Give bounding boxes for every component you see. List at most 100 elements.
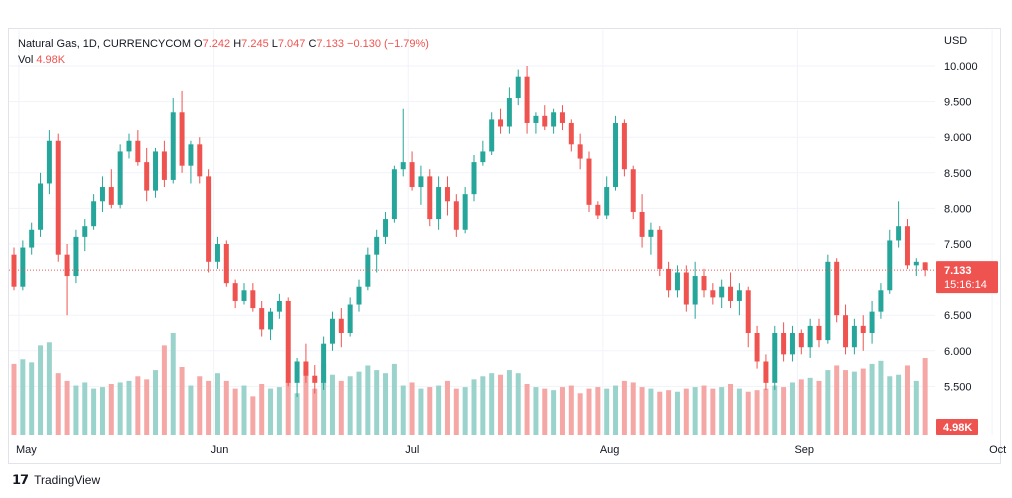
volume-bar <box>38 345 44 435</box>
candle-body <box>241 290 247 301</box>
candle-body <box>878 290 884 312</box>
volume-bar <box>657 391 663 435</box>
volume-bar <box>29 362 35 435</box>
low-value: 7.047 <box>277 38 306 50</box>
volume-bar <box>197 376 203 435</box>
volume-bar <box>621 380 627 435</box>
candle-body <box>11 254 17 287</box>
candle-body <box>834 261 840 316</box>
candle-body <box>409 162 415 188</box>
volume-bar <box>338 380 344 435</box>
volume-bar <box>46 342 52 435</box>
y-tick-label: 9.500 <box>944 97 972 109</box>
candle-body <box>542 115 548 127</box>
volume-bar <box>887 376 893 435</box>
y-tick-label: 8.000 <box>944 203 972 215</box>
volume-bar <box>710 388 716 435</box>
open-label: O <box>194 38 203 50</box>
volume-bar <box>64 380 70 435</box>
volume-bar <box>568 385 574 435</box>
candle-body <box>329 318 335 344</box>
candle-body <box>887 240 893 291</box>
candle-body <box>418 176 424 188</box>
candlesticks <box>11 66 928 398</box>
candle-body <box>321 343 327 383</box>
candle-body <box>436 187 442 220</box>
volume-bar <box>303 370 309 435</box>
volume-bar <box>586 388 592 435</box>
candle-body <box>91 201 97 227</box>
brand-name: TradingView <box>34 473 101 487</box>
volume-bar <box>418 388 424 435</box>
candle-body <box>82 226 88 237</box>
candle-body <box>347 304 353 333</box>
volume-bar <box>427 387 433 435</box>
y-tick-label: 7.500 <box>944 239 972 251</box>
volume-bar <box>736 388 742 435</box>
axis-badges: 7.133 15:16:14 4.98K <box>936 261 998 435</box>
volume-bar <box>268 388 274 435</box>
volume-bar <box>648 388 654 435</box>
tradingview-brand[interactable]: 𝟭𝟳 TradingView <box>12 472 100 488</box>
candle-body <box>135 140 141 163</box>
volume-bar <box>223 380 229 435</box>
candle-body <box>250 290 256 309</box>
volume-bar <box>745 391 751 435</box>
chart-legend: Natural Gas, 1D, CURRENCYCOM O7.242 H7.2… <box>18 36 429 68</box>
candle-body <box>559 112 565 123</box>
candle-body <box>480 151 486 163</box>
candle-body <box>515 76 521 99</box>
volume-bar <box>409 382 415 435</box>
symbol-title: Natural Gas, 1D, CURRENCYCOM <box>18 38 191 50</box>
candle-body <box>197 144 203 177</box>
candle-body <box>214 244 220 262</box>
time-axis[interactable]: MayJunJulAugSepOctNov <box>16 444 1012 456</box>
volume-bar <box>869 363 875 435</box>
candle-body <box>630 169 636 212</box>
volume-bar <box>82 382 88 435</box>
price-axis[interactable]: USD 10.000 9.500 9.000 8.500 8.000 7.500 6.500 6… <box>944 35 978 393</box>
volume-bar <box>613 385 619 435</box>
volume-bar <box>153 370 159 435</box>
candle-body <box>772 333 778 383</box>
x-tick-label: May <box>16 444 37 456</box>
volume-bar <box>55 373 61 435</box>
volume-bar <box>851 371 857 435</box>
volume-bar <box>135 376 141 435</box>
x-tick-label: Sep <box>794 444 814 456</box>
candle-body <box>551 112 557 127</box>
volume-bar <box>825 370 831 435</box>
volume-bar <box>904 365 910 435</box>
volume-bar <box>444 380 450 435</box>
volume-value: 4.98K <box>36 54 66 66</box>
volume-bar <box>763 388 769 435</box>
volume-bar <box>73 385 79 435</box>
volume-bar <box>913 380 919 435</box>
candle-body <box>73 236 79 277</box>
volume-bars <box>11 333 928 435</box>
volume-bar <box>391 363 397 435</box>
candle-body <box>29 229 35 248</box>
volume-bar <box>250 396 256 435</box>
volume-bar <box>144 379 150 435</box>
candle-body <box>285 300 291 383</box>
candle-body <box>38 183 44 230</box>
candle-body <box>736 290 742 301</box>
ohlc-row: Natural Gas, 1D, CURRENCYCOM O7.242 H7.2… <box>18 36 429 52</box>
candle-body <box>666 268 672 291</box>
candle-body <box>728 286 734 301</box>
volume-bar <box>515 373 521 435</box>
y-tick-label: 5.500 <box>944 381 972 393</box>
volume-bar <box>524 384 530 435</box>
candle-body <box>621 122 627 170</box>
volume-bar <box>453 388 459 435</box>
volume-bar <box>462 387 468 435</box>
candle-body <box>816 325 822 341</box>
volume-bar <box>559 387 565 435</box>
volume-bar <box>108 384 114 435</box>
candle-body <box>374 236 380 255</box>
candle-body <box>223 244 229 284</box>
candle-body <box>294 361 300 383</box>
volume-bar <box>798 379 804 435</box>
